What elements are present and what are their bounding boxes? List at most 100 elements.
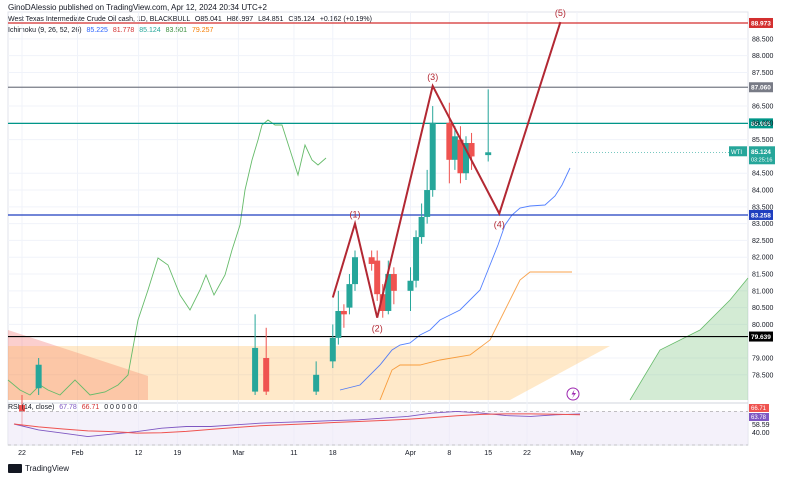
x-tick-label: 19 [174, 450, 182, 457]
x-tick-label: 8 [447, 450, 451, 457]
y-tick-label: 82.500 [752, 238, 774, 245]
rsi-tick-label: 40.00 [752, 430, 770, 437]
y-tick-label: 80.500 [752, 305, 774, 312]
y-tick-label: 87.500 [752, 70, 774, 77]
candle-body [313, 374, 320, 392]
rsi-ma-line [13, 413, 581, 434]
indicator-lines [7, 119, 572, 401]
rsi-badge [749, 404, 769, 412]
level-badge [749, 82, 773, 93]
candle-body [424, 190, 431, 217]
level-badge [749, 17, 773, 28]
symbol-badge-label: WTI [731, 150, 742, 156]
candle-body [451, 136, 458, 160]
level-badge [749, 209, 773, 220]
candle-body [385, 274, 392, 311]
change-value: +0.162 (+0.19%) [319, 16, 372, 23]
countdown-label: 03:25:16 [751, 157, 772, 163]
lagging-value: 85.124 [139, 27, 161, 34]
candle-body [418, 216, 425, 238]
y-tick-label: 86.000 [752, 120, 774, 127]
y-tick-label: 78.500 [752, 372, 774, 379]
x-tick-label: 22 [18, 450, 26, 457]
tradingview-logo-icon [8, 464, 22, 473]
candle-body [346, 284, 353, 308]
y-tick-label: 82.000 [752, 255, 774, 262]
kijun-value: 81.778 [112, 27, 135, 34]
wave-label: (4) [494, 220, 505, 230]
candle-body [390, 274, 397, 291]
candle-body [485, 152, 492, 156]
candle-body [374, 260, 381, 295]
candlesticks [19, 89, 492, 426]
candle-body [468, 143, 475, 157]
candle-body [19, 405, 25, 412]
cloud-orange-region [8, 346, 610, 400]
x-tick-label: 15 [484, 450, 492, 457]
rsi-legend[interactable]: RSI (14, close) 67.78 66.71 0 0 0 0 0 0 [8, 404, 137, 411]
x-tick-label: Apr [405, 450, 417, 457]
elliott-wave-path: (1) (2) (3) (4) (5) [331, 8, 566, 334]
tenkan-line [339, 167, 571, 391]
y-tick-label: 84.000 [752, 188, 774, 195]
level-badge-label: 83.258 [751, 212, 771, 219]
y-tick-label: 88.500 [752, 36, 774, 43]
y-tick-label: 84.500 [752, 171, 774, 178]
price-badge [749, 146, 775, 165]
tenkan-value: 85.225 [86, 27, 108, 34]
cloud-red-region [8, 330, 148, 400]
candle-body [263, 358, 270, 392]
level-badge-label: 85.985 [751, 121, 771, 128]
chikou-lagging-line [7, 119, 327, 396]
rsi-line [13, 410, 581, 438]
candle-body [429, 122, 436, 191]
cloud-green-edge [629, 277, 749, 401]
rsi-value: 67.78 [59, 404, 77, 411]
wave-path [331, 21, 562, 318]
cloud-green-region [630, 278, 748, 400]
y-tick-label: 88.000 [752, 53, 774, 60]
x-tick-label: 22 [523, 450, 531, 457]
level-badge-label: 88.973 [751, 20, 771, 27]
rsi-label: RSI (14, close) [8, 404, 55, 411]
candle-body [368, 257, 375, 264]
rsi-badge-label: 66.71 [751, 406, 767, 412]
candle-body [329, 337, 336, 362]
span-a-value: 83.501 [165, 27, 188, 34]
high-value: H86.997 [226, 16, 254, 23]
candle-body [457, 139, 464, 174]
candle-body [35, 364, 42, 389]
y-tick-label: 85.500 [752, 137, 774, 144]
y-tick-label: 81.000 [752, 288, 774, 295]
price-badge-label: 85.124 [751, 149, 771, 156]
symbol-badge [729, 146, 747, 157]
publisher-line: GinoDAlessio published on TradingView.co… [8, 3, 267, 12]
x-tick-label: May [570, 450, 584, 457]
x-tick-label: 12 [135, 450, 143, 457]
y-tick-label: 79.000 [752, 356, 774, 363]
y-tick-label: 83.000 [752, 221, 774, 228]
span-b-value: 79.257 [192, 27, 214, 34]
candle-body [340, 310, 347, 315]
rsi-badge-label: 63.78 [751, 415, 767, 421]
candle-body [446, 122, 453, 160]
ichimoku-label: Ichimoku (9, 26, 52, 26) [8, 27, 82, 34]
alert-icon[interactable] [566, 387, 580, 401]
y-tick-label: 81.500 [752, 272, 774, 279]
x-tick-label: Feb [71, 450, 83, 457]
tradingview-logo-text: TradingView [25, 464, 70, 473]
candle-body [352, 257, 358, 285]
price-axis: 88.500 88.000 87.500 86.500 86.000 85.500 84.5… [752, 36, 774, 379]
level-badge-label: 79.639 [751, 334, 771, 341]
rsi-badge [749, 413, 769, 421]
y-tick-label: 86.500 [752, 104, 774, 111]
tradingview-logo[interactable]: TradingView [8, 464, 69, 473]
ichimoku-legend[interactable]: Ichimoku (9, 26, 52, 26) 85.225 81.778 8… [8, 27, 213, 34]
open-value: O85.041 [194, 16, 222, 23]
ichimoku-cloud [8, 277, 749, 401]
rsi-tick-label: 58.59 [752, 422, 770, 429]
x-tick-label: 11 [290, 450, 297, 457]
symbol-legend: West Texas Intermediate Crude Oil cash, … [8, 16, 372, 23]
